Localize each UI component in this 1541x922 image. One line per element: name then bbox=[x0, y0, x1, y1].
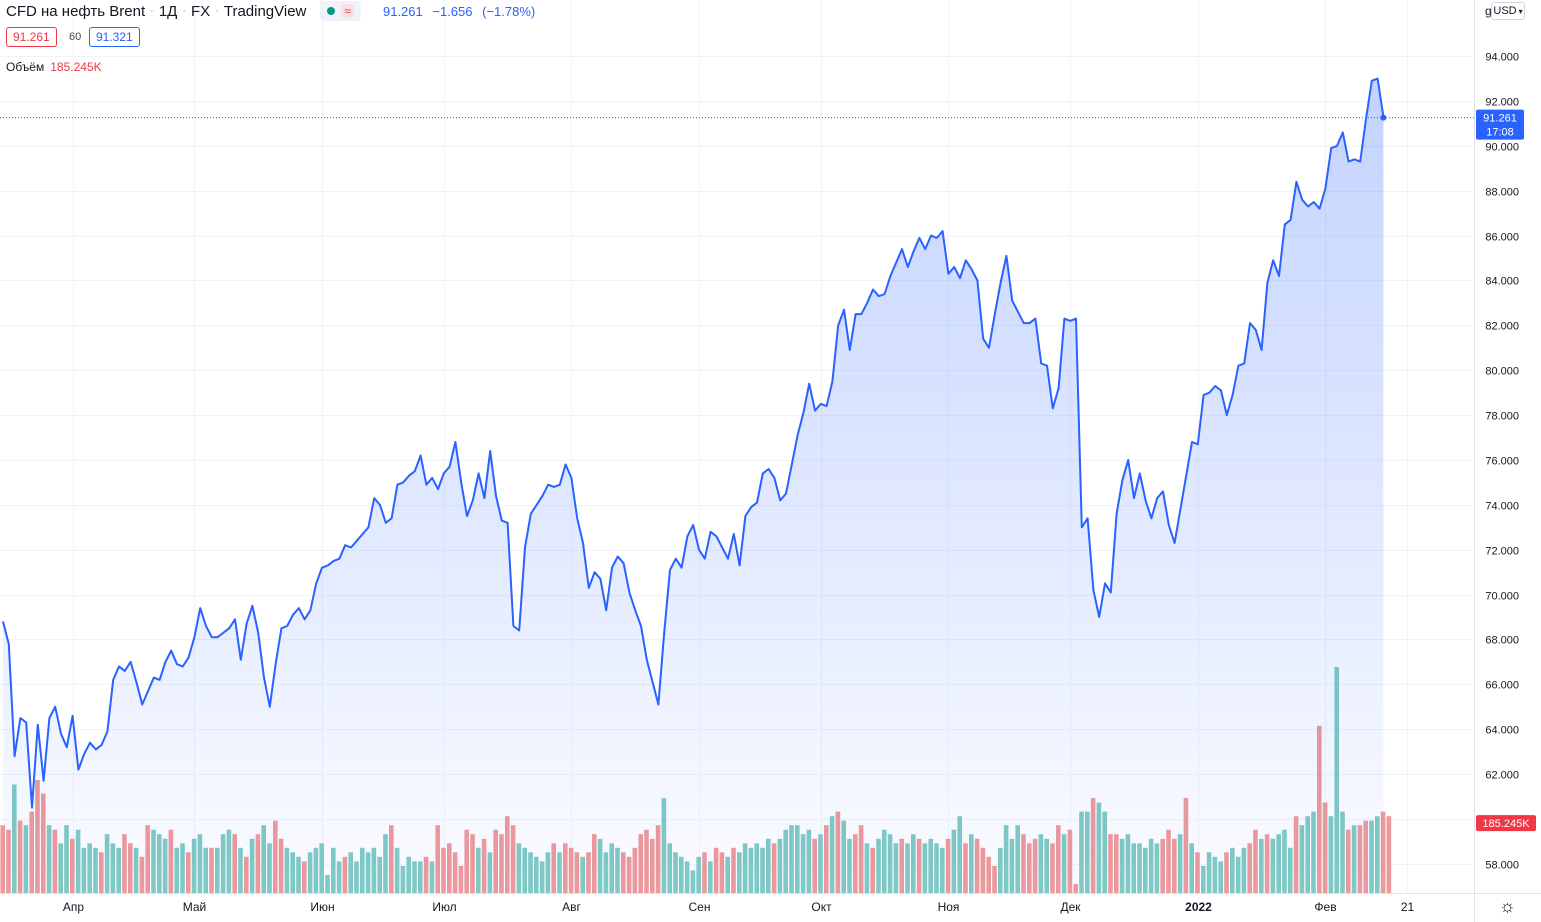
interval-label[interactable]: 1Д bbox=[158, 2, 178, 20]
price-tick-label: 84.000 bbox=[1485, 276, 1519, 288]
price-tick-label: 64.000 bbox=[1485, 725, 1519, 737]
time-tick-label: Авг bbox=[562, 900, 581, 914]
volume-bar bbox=[1386, 816, 1392, 893]
price-tick-label: 82.000 bbox=[1485, 321, 1519, 333]
spread-value: 60 bbox=[69, 31, 82, 43]
price-area-fill bbox=[3, 78, 1384, 894]
chart-header: CFD на нефть Brent · 1Д · FX · TradingVi… bbox=[6, 1, 541, 21]
price-tick-label: 92.000 bbox=[1485, 97, 1519, 109]
last-price-value: 91.261 bbox=[1483, 113, 1517, 125]
ohlc-quote: 91.261 −1.656 (−1.78%) bbox=[383, 4, 541, 19]
time-tick-label: Май bbox=[183, 900, 207, 914]
last-price: 91.261 bbox=[382, 3, 423, 19]
separator: · bbox=[215, 5, 219, 17]
symbol-title[interactable]: CFD на нефть Brent bbox=[6, 2, 146, 20]
price-tick-label: 88.000 bbox=[1485, 187, 1519, 199]
source-label: TradingView bbox=[223, 2, 307, 20]
market-open-dot-icon bbox=[327, 7, 336, 15]
price-tick-label: 80.000 bbox=[1485, 366, 1519, 378]
volume-legend-value: 185.245K bbox=[50, 60, 102, 74]
time-tick-label: Дек bbox=[1060, 900, 1081, 914]
price-tick-label: 72.000 bbox=[1485, 546, 1519, 558]
time-axis[interactable]: Апр Май Июн Июл Авг Сен Окт Ноя Дек 2022 Фев 21 bbox=[63, 900, 1415, 914]
separator: · bbox=[150, 5, 154, 17]
volume-value: 185.245K bbox=[1482, 818, 1530, 830]
price-tick-label: 74.000 bbox=[1485, 501, 1519, 513]
price-change: −1.656 bbox=[432, 3, 473, 19]
settings-gear-icon[interactable]: ☼ bbox=[1499, 896, 1516, 916]
price-tick-label: 58.000 bbox=[1485, 860, 1519, 872]
volume-legend[interactable]: Объём 185.245K bbox=[6, 60, 102, 74]
axis-partial-label: g bbox=[1485, 4, 1492, 18]
price-axis[interactable]: 94.000 92.000 90.000 88.000 86.000 84.000 82.0… bbox=[1485, 52, 1519, 872]
time-tick-label: 2022 bbox=[1185, 900, 1212, 914]
currency-selector[interactable]: USD ▾ bbox=[1491, 2, 1525, 20]
time-tick-label: Июн bbox=[310, 900, 334, 914]
exchange-label: FX bbox=[191, 2, 211, 20]
chevron-down-icon: ▾ bbox=[1518, 6, 1523, 16]
price-tick-label: 68.000 bbox=[1485, 635, 1519, 647]
time-tick-label: Фев bbox=[1314, 900, 1336, 914]
buy-price-button[interactable]: 91.321 bbox=[89, 27, 140, 47]
approx-icon: ≈ bbox=[341, 4, 354, 18]
sell-price-button[interactable]: 91.261 bbox=[6, 27, 57, 47]
market-status[interactable]: ≈ bbox=[320, 1, 361, 21]
price-tick-label: 78.000 bbox=[1485, 411, 1519, 423]
price-tick-label: 62.000 bbox=[1485, 770, 1519, 782]
price-tick-label: 90.000 bbox=[1485, 142, 1519, 154]
last-price-time: 17:08 bbox=[1486, 127, 1514, 139]
price-tick-label: 86.000 bbox=[1485, 232, 1519, 244]
time-tick-label: Ноя bbox=[938, 900, 960, 914]
last-price-label: 91.261 17:08 bbox=[1476, 109, 1524, 140]
price-line bbox=[2, 77, 1385, 809]
separator: · bbox=[182, 5, 186, 17]
price-tick-label: 66.000 bbox=[1485, 680, 1519, 692]
volume-label: Объём bbox=[6, 60, 45, 74]
price-change-percent: (−1.78%) bbox=[482, 3, 536, 19]
time-tick-label: Окт bbox=[811, 900, 832, 914]
time-tick-label: Сен bbox=[689, 900, 711, 914]
volume-value-label: 185.245K bbox=[1476, 815, 1536, 832]
price-tick-label: 70.000 bbox=[1485, 591, 1519, 603]
volume-bar bbox=[0, 825, 5, 893]
price-tick-label: 76.000 bbox=[1485, 456, 1519, 468]
time-tick-label: 21 bbox=[1401, 900, 1415, 914]
time-tick-label: Июл bbox=[432, 900, 456, 914]
currency-label: USD bbox=[1493, 5, 1517, 17]
price-tick-label: 94.000 bbox=[1485, 52, 1519, 64]
time-tick-label: Апр bbox=[63, 900, 85, 914]
last-price-dot bbox=[1380, 114, 1387, 121]
